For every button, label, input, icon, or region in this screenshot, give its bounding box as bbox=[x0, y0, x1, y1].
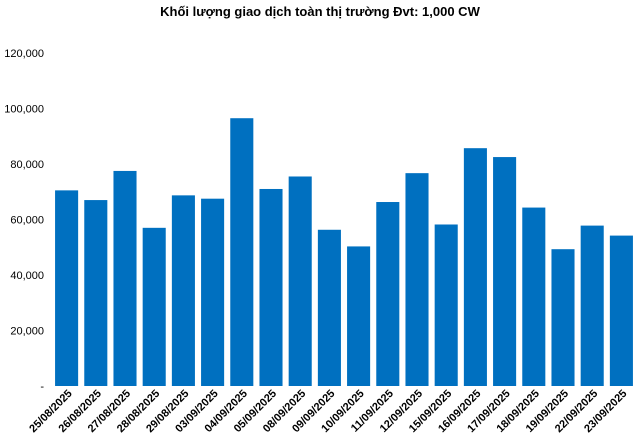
y-axis: - 20,000 40,000 60,000 80,000 100,000 120,000 bbox=[4, 48, 44, 393]
chart-title: Khối lượng giao dịch toàn thị trường Đvt… bbox=[160, 4, 480, 19]
bar bbox=[84, 200, 108, 386]
y-tick-label: 40,000 bbox=[10, 270, 44, 282]
bar bbox=[493, 157, 517, 386]
bar bbox=[317, 229, 341, 386]
y-tick-label: 60,000 bbox=[10, 215, 44, 227]
bar bbox=[230, 118, 254, 387]
bar bbox=[376, 202, 400, 386]
bar bbox=[201, 198, 225, 386]
bar bbox=[463, 148, 487, 386]
bar bbox=[259, 188, 283, 386]
y-tick-label: 100,000 bbox=[4, 104, 44, 116]
bar bbox=[113, 170, 137, 386]
bar bbox=[142, 227, 166, 386]
bar bbox=[522, 207, 546, 386]
bar bbox=[288, 176, 312, 386]
bar bbox=[609, 235, 633, 386]
bar bbox=[171, 195, 195, 386]
bar bbox=[55, 190, 79, 386]
y-tick-label: 120,000 bbox=[4, 48, 44, 60]
bar bbox=[434, 224, 458, 386]
bar bbox=[551, 249, 575, 386]
bar bbox=[580, 225, 604, 386]
bars bbox=[55, 118, 633, 387]
x-axis: 25/08/202526/08/202527/08/202528/08/2025… bbox=[27, 388, 629, 435]
y-tick-label: 20,000 bbox=[10, 326, 44, 338]
bar bbox=[347, 246, 371, 386]
bar bbox=[405, 173, 429, 386]
y-tick-label: 80,000 bbox=[10, 159, 44, 171]
y-tick-label: - bbox=[40, 381, 44, 393]
